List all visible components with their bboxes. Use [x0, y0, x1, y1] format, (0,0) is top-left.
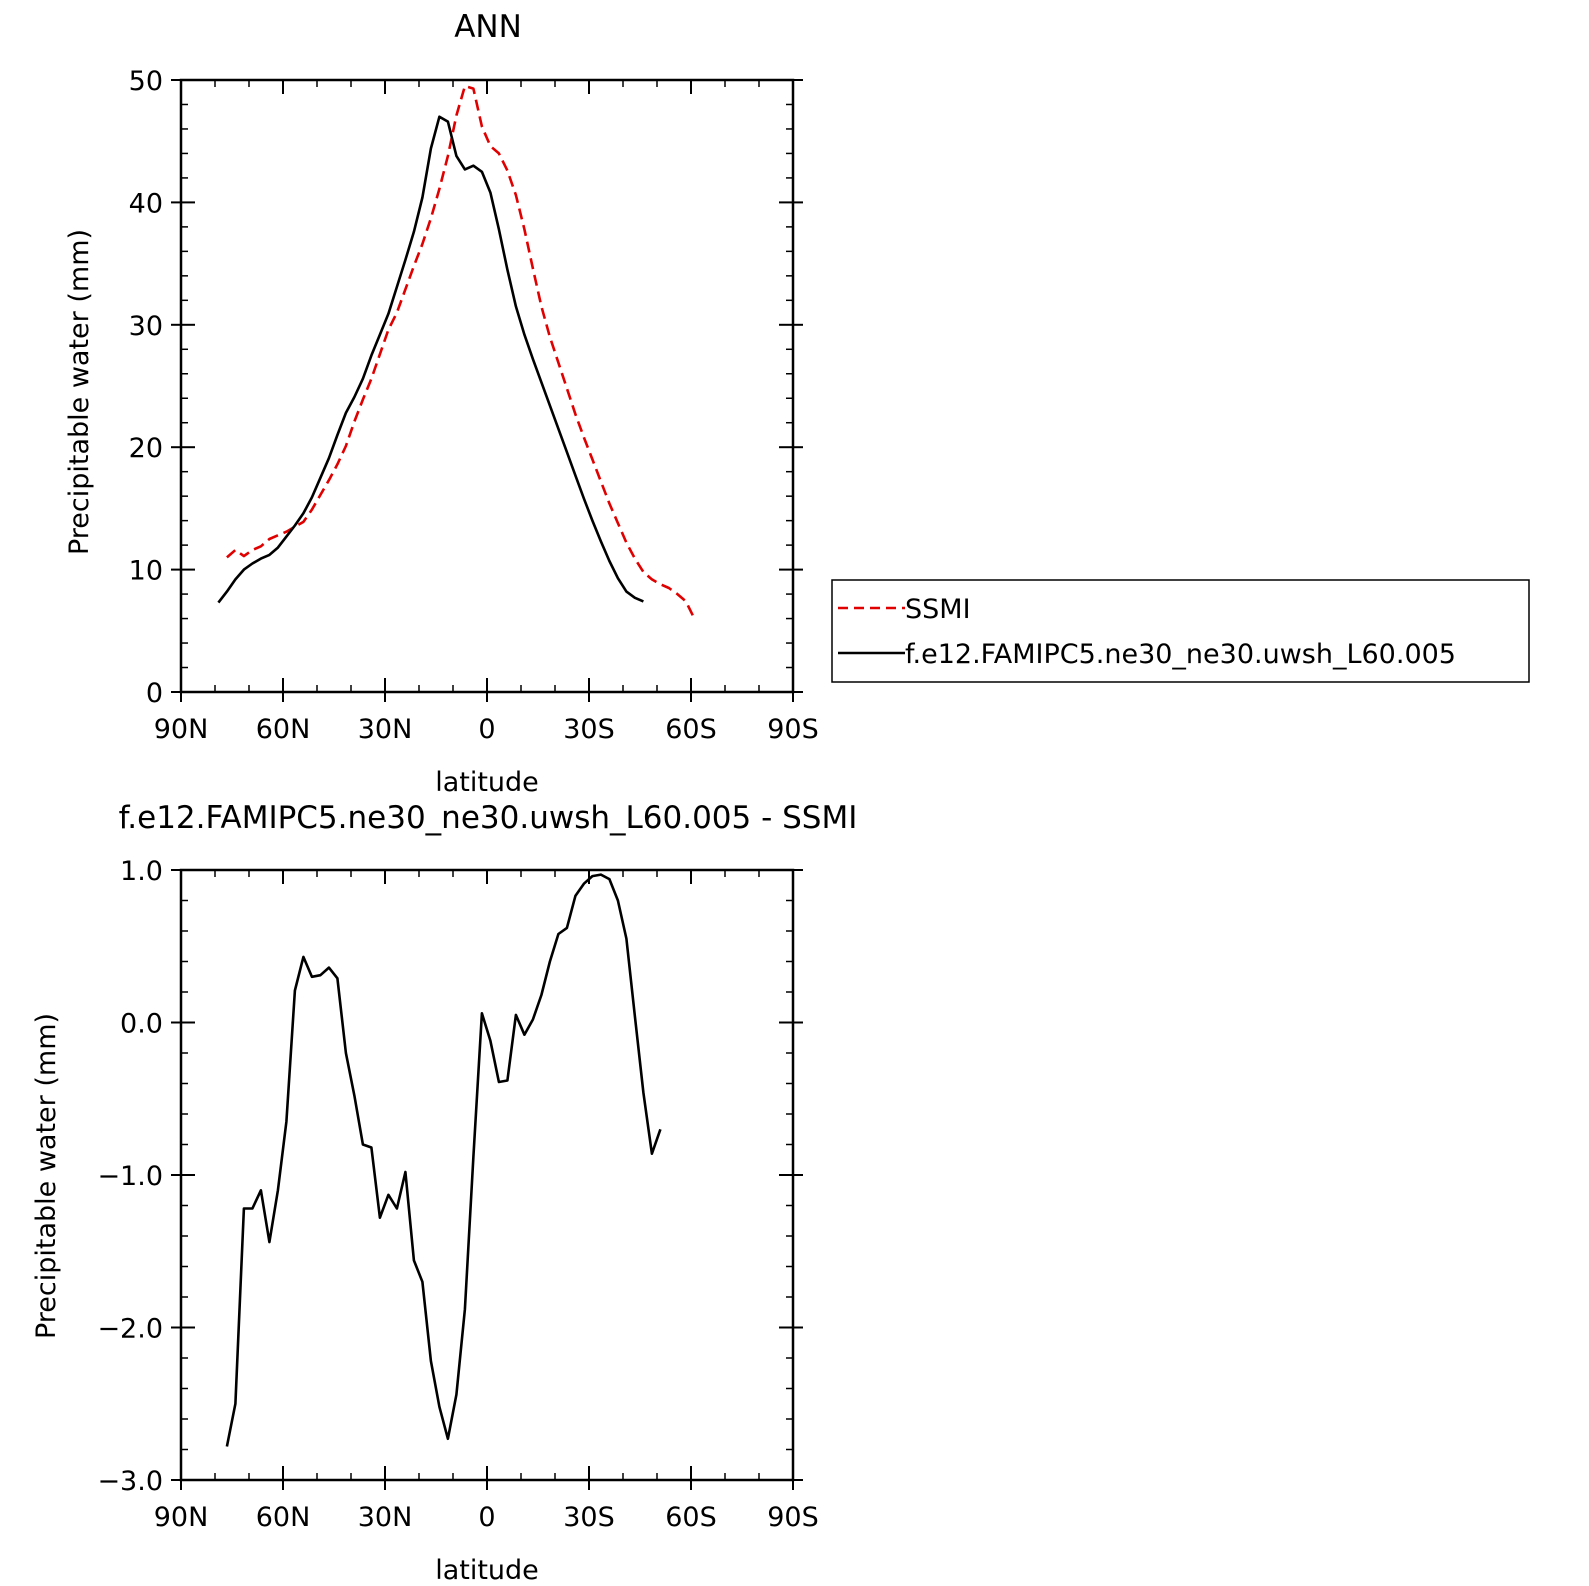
- top-y-tick-label: 20: [129, 433, 163, 464]
- bottom-x-tick-label: 90N: [154, 1502, 209, 1533]
- bottom-y-axis-label: Precipitable water (mm): [31, 1013, 62, 1339]
- bottom-x-tick-label: 30N: [358, 1502, 413, 1533]
- top-panel: ANN Precipitable water (mm) latitude 90N…: [64, 9, 819, 798]
- legend-label-ssmi: SSMI: [905, 594, 971, 625]
- bottom-plot-frame: [179, 868, 795, 1482]
- bottom-x-axis-label: latitude: [435, 1555, 539, 1586]
- bottom-x-tick-label: 60S: [665, 1502, 717, 1533]
- bottom-panel: f.e12.FAMIPC5.ne30_ne30.uwsh_L60.005 - S…: [31, 800, 857, 1586]
- top-x-axis-label: latitude: [435, 767, 539, 798]
- top-ssmi-line: [226, 84, 696, 620]
- bottom-series-group: [225, 873, 662, 1447]
- bottom-x-tick-label: 90S: [767, 1502, 819, 1533]
- legend-label-model: f.e12.FAMIPC5.ne30_ne30.uwsh_L60.005: [905, 639, 1456, 670]
- bottom-y-tick-label: −2.0: [97, 1314, 163, 1345]
- bottom-x-tick-label: 0: [478, 1502, 495, 1533]
- top-y-tick-label: 0: [146, 678, 163, 709]
- top-x-tick-label: 0: [478, 714, 495, 745]
- top-plot-frame: [179, 78, 795, 694]
- top-x-tick-label: 60S: [665, 714, 717, 745]
- bottom-y-tick-label: 0.0: [120, 1009, 163, 1040]
- bottom-difference-line: [225, 873, 662, 1447]
- top-y-tick-label: 40: [129, 188, 163, 219]
- top-chart-title: ANN: [454, 9, 522, 45]
- bottom-x-tick-label: 60N: [256, 1502, 311, 1533]
- legend-box: [831, 579, 1530, 683]
- top-x-tick-label: 30S: [563, 714, 615, 745]
- top-y-tick-label: 30: [129, 311, 163, 342]
- bottom-chart-title: f.e12.FAMIPC5.ne30_ne30.uwsh_L60.005 - S…: [119, 800, 858, 836]
- top-y-axis-label: Precipitable water (mm): [64, 229, 95, 555]
- bottom-y-tick-label: −1.0: [97, 1161, 163, 1192]
- bottom-y-tick-label: 1.0: [120, 856, 163, 887]
- bottom-axis-ticks: 90N 60N 30N 0 30S 60S 90S −3.0 −2.0 −1.0 0.0 1.0: [97, 856, 818, 1533]
- top-x-tick-label: 90N: [154, 714, 209, 745]
- top-x-tick-label: 90S: [767, 714, 819, 745]
- top-series-group: [217, 84, 696, 620]
- bottom-y-tick-label: −3.0: [97, 1466, 163, 1497]
- top-model-line: [217, 115, 644, 604]
- top-x-tick-label: 60N: [256, 714, 311, 745]
- legend: SSMI f.e12.FAMIPC5.ne30_ne30.uwsh_L60.00…: [831, 579, 1530, 683]
- top-y-tick-label: 50: [129, 66, 163, 97]
- top-axis-ticks: 90N 60N 30N 0 30S 60S 90S 0 10 20 30 40 50: [129, 66, 819, 745]
- bottom-x-tick-label: 30S: [563, 1502, 615, 1533]
- top-x-tick-label: 30N: [358, 714, 413, 745]
- top-y-tick-label: 10: [129, 556, 163, 587]
